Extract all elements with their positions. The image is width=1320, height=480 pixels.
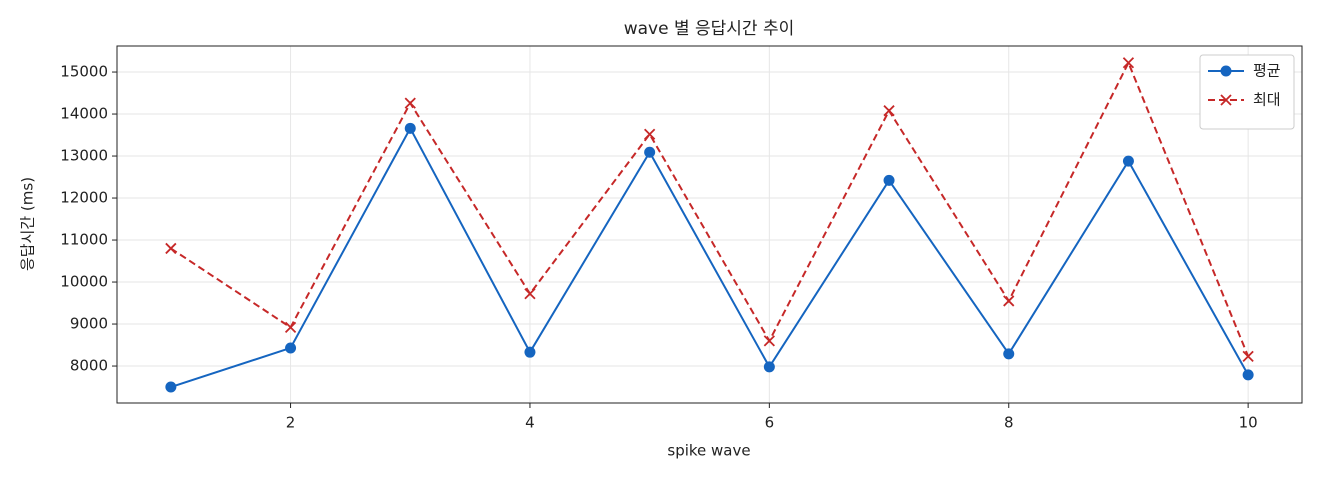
point — [524, 288, 536, 300]
point — [763, 361, 775, 373]
point — [1122, 155, 1134, 167]
point — [1122, 57, 1135, 69]
point — [285, 342, 297, 354]
x-axis-label: spike wave — [667, 442, 750, 460]
point — [284, 321, 297, 334]
x-tick-label: 6 — [765, 414, 775, 432]
y-tick-label: 10000 — [60, 273, 108, 291]
point — [165, 381, 177, 393]
series-line — [170, 60, 1250, 357]
y-tick-label: 15000 — [60, 63, 108, 81]
y-tick-label: 14000 — [60, 105, 108, 123]
legend-marker — [1220, 65, 1232, 77]
series-line — [170, 126, 1250, 388]
x-tick-label: 8 — [1004, 414, 1014, 432]
point — [883, 174, 895, 186]
x-tick-label: 10 — [1239, 414, 1258, 432]
point — [1242, 369, 1254, 381]
point — [644, 146, 656, 158]
point — [1003, 295, 1015, 307]
point — [404, 97, 416, 109]
legend-label: 최대 — [1253, 91, 1281, 109]
point — [165, 242, 177, 255]
point — [883, 105, 895, 117]
legend-marker — [1220, 94, 1232, 106]
point — [404, 122, 416, 134]
legend-label: 평균 — [1253, 62, 1281, 80]
y-tick-label: 11000 — [60, 231, 108, 249]
point — [1003, 348, 1015, 360]
x-tick-label: 2 — [286, 414, 296, 432]
point — [763, 335, 775, 347]
y-tick-label: 8000 — [70, 357, 108, 375]
point — [644, 128, 656, 140]
chart-title: wave 별 응답시간 추이 — [624, 19, 795, 39]
plot-frame — [116, 45, 1303, 404]
y-tick-label: 9000 — [70, 315, 108, 333]
y-axis-label: 응답시간 (ms) — [19, 177, 37, 271]
x-tick-label: 4 — [525, 414, 535, 432]
y-tick-label: 12000 — [60, 189, 108, 207]
point — [524, 346, 536, 358]
point — [1242, 350, 1254, 363]
y-tick-label: 13000 — [60, 147, 108, 165]
